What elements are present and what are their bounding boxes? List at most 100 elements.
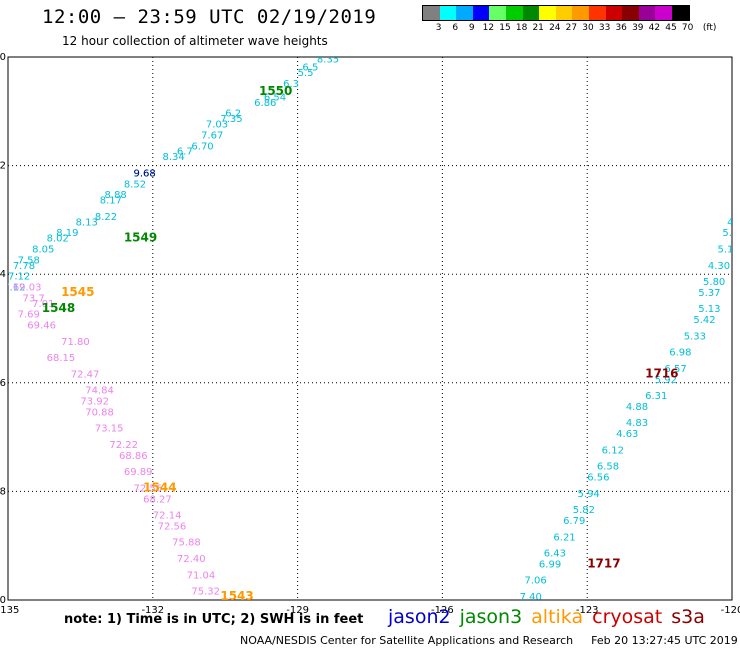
- swh-value: 4.88: [626, 402, 648, 413]
- swh-value: 8.34: [162, 152, 184, 163]
- legend-label: 39: [632, 23, 644, 33]
- satellite-cryosat: cryosat: [592, 606, 663, 628]
- lat-tick-label: -58: [0, 486, 6, 497]
- legend-label: 45: [665, 23, 677, 33]
- swh-value: 6.99: [539, 559, 561, 570]
- timestamp: Feb 20 13:27:45 UTC 2019: [591, 634, 738, 647]
- satellite-s3a: s3a: [671, 606, 705, 628]
- pass-label: 1548: [42, 301, 75, 315]
- legend-swatch: [439, 6, 457, 20]
- swh-value: 72.40: [177, 554, 206, 565]
- legend-swatch: [655, 6, 672, 20]
- swh-value: 69.89: [124, 467, 153, 478]
- swh-value: 4.63: [616, 429, 638, 440]
- swh-value: 7.12: [3, 282, 25, 293]
- swh-value: 5.37: [698, 288, 720, 299]
- map-subtitle: 12 hour collection of altimeter wave hei…: [62, 34, 328, 48]
- swh-value: 8.52: [124, 179, 146, 190]
- swh-value: 8.02: [47, 234, 69, 245]
- legend-swatch: [671, 6, 689, 20]
- swh-value: 71.80: [61, 337, 90, 348]
- legend-swatch: [522, 6, 540, 20]
- lon-tick-label: -132: [141, 605, 164, 616]
- swh-value: 6.31: [645, 391, 667, 402]
- swh-value: 5.82: [573, 505, 595, 516]
- legend-swatches: [422, 5, 690, 21]
- swh-value: 6.70: [191, 141, 213, 152]
- map-title: 12:00 – 23:59 UTC 02/19/2019: [42, 6, 377, 28]
- credit-line: NOAA/NESDIS Center for Satellite Applica…: [240, 634, 738, 647]
- legend-swatch: [572, 6, 589, 20]
- lon-tick-label: -129: [286, 605, 309, 616]
- legend-label: 21: [532, 23, 544, 33]
- legend-label: 33: [598, 23, 611, 33]
- swh-value: 5.41: [722, 228, 740, 239]
- footer-note: note: 1) Time is in UTC; 2) SWH is in fe…: [64, 612, 364, 627]
- lon-tick-label: -123: [576, 605, 599, 616]
- legend-label: 70: [681, 23, 694, 33]
- swh-value: 9.68: [133, 168, 155, 179]
- swh-value: 74.84: [85, 386, 114, 397]
- swh-value: 7.40: [520, 592, 542, 603]
- swh-value: 4.91: [727, 217, 740, 228]
- legend-label: 9: [468, 23, 475, 33]
- legend-swatch: [489, 6, 506, 20]
- swh-value: 6.98: [669, 348, 691, 359]
- color-legend: 3 6 9 12 15 18 21 24 27 30 33 36 39 42 45 70 (ft): [422, 5, 717, 33]
- satellite-legend: jason2 jason3 altika cryosat s3a: [388, 606, 714, 628]
- legend-swatch: [622, 6, 639, 20]
- swh-value: 5.92: [655, 375, 677, 386]
- swh-value: 6.79: [563, 516, 585, 527]
- swh-value: 7.67: [201, 130, 223, 141]
- satellite-altika: altika: [531, 606, 584, 628]
- swh-value: 7.01: [32, 299, 54, 310]
- swh-value: 5.13: [698, 304, 720, 315]
- swh-value: 6.57: [664, 364, 686, 375]
- swh-value: 72.56: [158, 521, 187, 532]
- satellite-jason2: jason2: [388, 606, 451, 628]
- swh-value: 6.54: [264, 92, 286, 103]
- swh-value: 73.92: [80, 397, 109, 408]
- swh-value: 75.88: [172, 538, 201, 549]
- swh-value: 69.46: [27, 321, 56, 332]
- swh-value: 6.12: [602, 445, 624, 456]
- legend-swatch: [638, 6, 656, 20]
- swh-value: 7.78: [13, 261, 35, 272]
- swh-value: 5.94: [578, 489, 600, 500]
- swh-value: 7.06: [524, 576, 546, 587]
- swh-value: 5.5: [298, 68, 314, 79]
- swh-value: 7.03: [206, 120, 228, 131]
- swh-value: 7.69: [18, 310, 40, 321]
- pass-label: 1543: [220, 589, 253, 603]
- swh-value: 73.15: [95, 424, 124, 435]
- swh-value: 6.7: [177, 147, 193, 158]
- swh-value: 4.30: [708, 261, 730, 272]
- pass-label: 1716: [645, 366, 678, 380]
- legend-label: 30: [582, 23, 594, 33]
- pass-label: 1550: [259, 84, 292, 98]
- swh-value: 5.33: [684, 331, 706, 342]
- track-layer: 8.356.55.56.3 6.546.86 6.27.357.037.676.70…: [3, 57, 740, 603]
- swh-value: 6.3: [283, 79, 299, 90]
- legend-label: 24: [549, 23, 561, 33]
- swh-value: 8.88: [105, 190, 127, 201]
- swh-value: 6.5: [302, 63, 318, 74]
- swh-value: 7.12: [8, 272, 30, 283]
- swh-value: 8.19: [56, 228, 78, 239]
- swh-value: 8.22: [95, 212, 117, 223]
- swh-value: 68.27: [143, 494, 172, 505]
- legend-labels: 3 6 9 12 15 18 21 24 27 30 33 36 39 42 45 70 (ft): [422, 21, 717, 33]
- legend-label: 42: [648, 23, 661, 33]
- swh-value: 72.56: [133, 483, 162, 494]
- swh-value: 72.22: [109, 440, 138, 451]
- legend-label: 27: [565, 23, 578, 33]
- swh-value: 7.35: [220, 114, 242, 125]
- lon-tick-label: -135: [0, 605, 19, 616]
- swh-value: 68.86: [119, 451, 148, 462]
- swh-value: 75.32: [191, 587, 220, 598]
- swh-value: 8.05: [32, 244, 54, 255]
- legend-swatch: [472, 6, 490, 20]
- swh-value: 6.2: [225, 109, 241, 120]
- lat-tick-label: -60: [0, 595, 6, 606]
- legend-label: 18: [515, 23, 528, 33]
